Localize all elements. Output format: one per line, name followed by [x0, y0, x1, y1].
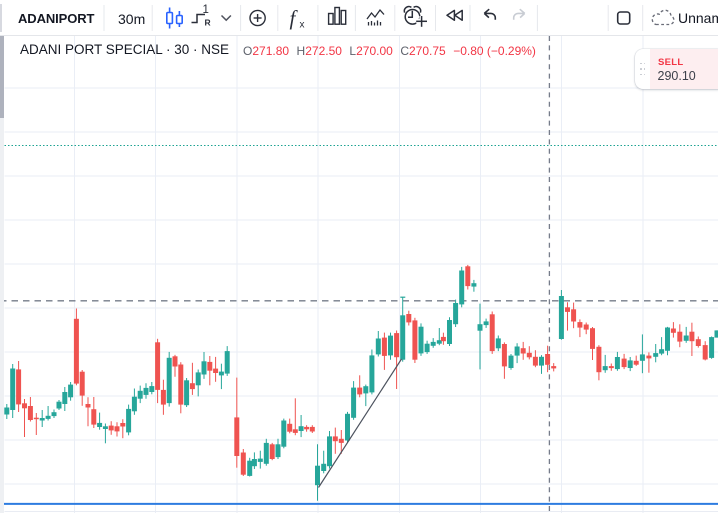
svg-text:f: f	[290, 6, 299, 30]
svg-text:1: 1	[203, 4, 209, 16]
svg-text:x: x	[300, 20, 305, 31]
svg-text:R: R	[205, 18, 211, 28]
